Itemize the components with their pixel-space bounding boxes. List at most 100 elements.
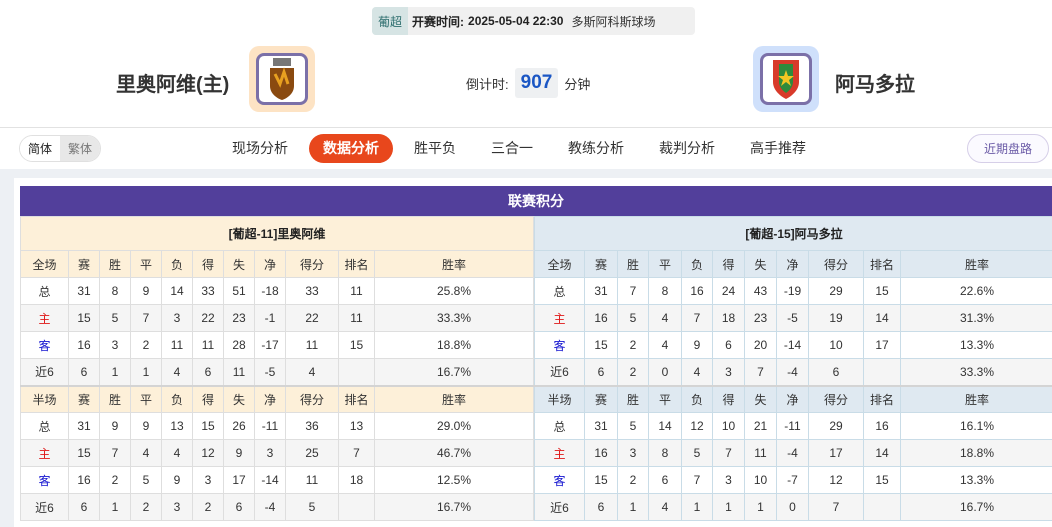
traditional-option[interactable]: 繁体: [60, 136, 100, 161]
stat-cell: -7: [776, 466, 809, 494]
tab-6[interactable]: 高手推荐: [750, 140, 806, 156]
stat-cell: 9: [161, 466, 193, 494]
column-header: 全场: [20, 250, 69, 278]
home-team-name[interactable]: 里奥阿维(主): [116, 74, 230, 96]
stat-cell: 4: [648, 493, 682, 521]
column-header: 得: [192, 384, 224, 413]
tab-1[interactable]: 数据分析: [309, 134, 393, 163]
table-row: 近6 6 1 2 3 2 6 -4 5 16.7%: [20, 493, 534, 521]
nav-bar: 简体 繁体 现场分析 数据分析 胜平负 三合一 教练分析 裁判分析 高手推荐 近期盘路: [0, 127, 1052, 169]
countdown: 倒计时: 907 分钟: [466, 68, 590, 98]
column-header: 排名: [863, 384, 901, 413]
tab-3[interactable]: 三合一: [491, 140, 533, 156]
row-label: 主: [534, 439, 585, 467]
column-header: 排名: [338, 250, 375, 278]
stat-cell: -18: [254, 277, 286, 305]
away-team-logo[interactable]: [753, 46, 819, 112]
stat-cell: 3: [712, 358, 745, 386]
stat-cell: 6: [223, 493, 255, 521]
tab-4[interactable]: 教练分析: [568, 140, 624, 156]
stat-cell: 13: [161, 412, 193, 440]
stat-cell: 16.7%: [374, 358, 534, 386]
column-header: 净: [254, 250, 286, 278]
column-header: 赛: [584, 250, 618, 278]
stat-cell: 25: [285, 439, 339, 467]
venue: 多斯阿科斯球场: [571, 14, 656, 29]
stat-cell: 6: [68, 493, 100, 521]
stat-cell: 23: [744, 304, 777, 332]
table-row: 总 31 9 9 13 15 26 -11 36 13 29.0%: [20, 412, 534, 440]
league-badge[interactable]: 葡超: [372, 7, 409, 35]
stat-cell: 2: [99, 466, 131, 494]
stat-cell: 22.6%: [900, 277, 1052, 305]
home-standings-table: [葡超-11]里奥阿维 全场赛胜平负得失净得分 排名 胜率总 31 8 9 14 33 51 -18…: [20, 216, 534, 521]
stat-cell: 11: [161, 331, 193, 359]
stat-cell: 1: [130, 358, 162, 386]
stat-cell: 22: [192, 304, 224, 332]
stat-cell: 13.3%: [900, 466, 1052, 494]
stat-cell: 1: [681, 493, 713, 521]
column-header: 得: [192, 250, 224, 278]
stat-cell: [863, 358, 901, 386]
stat-cell: -1: [254, 304, 286, 332]
away-team-name[interactable]: 阿马多拉: [835, 74, 915, 96]
column-header: 赛: [584, 384, 618, 413]
tab-5[interactable]: 裁判分析: [659, 140, 715, 156]
stat-cell: -14: [254, 466, 286, 494]
stat-cell: 15: [584, 331, 618, 359]
stat-cell: 12: [808, 466, 864, 494]
column-header: 得: [712, 250, 745, 278]
stat-cell: 1: [617, 493, 649, 521]
column-header: 胜: [617, 384, 649, 413]
stat-cell: 14: [863, 304, 901, 332]
stat-cell: 23: [223, 304, 255, 332]
stat-cell: 7: [712, 439, 745, 467]
stat-cell: 5: [617, 304, 649, 332]
stat-cell: 1: [99, 493, 131, 521]
simplified-option[interactable]: 简体: [20, 136, 60, 161]
language-toggle[interactable]: 简体 繁体: [19, 135, 101, 162]
header-row: 全场赛胜平负得失净得分 排名 胜率: [20, 250, 534, 278]
stat-cell: 3: [617, 439, 649, 467]
stat-cell: 16: [584, 304, 618, 332]
stat-cell: 3: [254, 439, 286, 467]
section-title: 联赛积分: [20, 186, 1052, 216]
stat-cell: 16: [681, 277, 713, 305]
home-team-logo[interactable]: [249, 46, 315, 112]
stat-cell: 1: [712, 493, 745, 521]
stat-cell: 7: [744, 358, 777, 386]
stat-cell: -17: [254, 331, 286, 359]
recent-handicap-button[interactable]: 近期盘路: [967, 134, 1049, 163]
team-title-row: [葡超-15]阿马多拉: [534, 216, 1052, 251]
stat-cell: 4: [285, 358, 339, 386]
column-header: 净: [254, 384, 286, 413]
stat-cell: [863, 493, 901, 521]
stat-cell: 12: [681, 412, 713, 440]
stat-cell: 14: [161, 277, 193, 305]
stat-cell: 9: [223, 439, 255, 467]
stat-cell: 6: [584, 493, 618, 521]
table-row: 主 16 5 4 7 18 23 -5 19 14 31.3%: [534, 304, 1052, 332]
column-header: 平: [130, 384, 162, 413]
column-header: 胜率: [900, 250, 1052, 278]
column-header: 胜: [99, 250, 131, 278]
table-row: 近6 6 1 4 1 1 1 0 7 16.7%: [534, 493, 1052, 521]
stat-cell: 4: [648, 304, 682, 332]
stat-cell: 11: [338, 304, 375, 332]
stat-cell: 1: [744, 493, 777, 521]
stat-cell: 16: [68, 466, 100, 494]
table-row: 近6 6 2 0 4 3 7 -4 6 33.3%: [534, 358, 1052, 386]
stat-cell: -4: [254, 493, 286, 521]
tab-2[interactable]: 胜平负: [414, 140, 456, 156]
stat-cell: 3: [192, 466, 224, 494]
table-row: 总 31 5 14 12 10 21 -11 29 16 16.1%: [534, 412, 1052, 440]
column-header: 失: [223, 250, 255, 278]
tab-0[interactable]: 现场分析: [232, 140, 288, 156]
stat-cell: 17: [863, 331, 901, 359]
stat-cell: 10: [712, 412, 745, 440]
stat-cell: 2: [617, 358, 649, 386]
row-label: 近6: [534, 493, 585, 521]
stat-cell: 6: [808, 358, 864, 386]
stat-cell: 26: [223, 412, 255, 440]
stat-cell: 4: [161, 439, 193, 467]
